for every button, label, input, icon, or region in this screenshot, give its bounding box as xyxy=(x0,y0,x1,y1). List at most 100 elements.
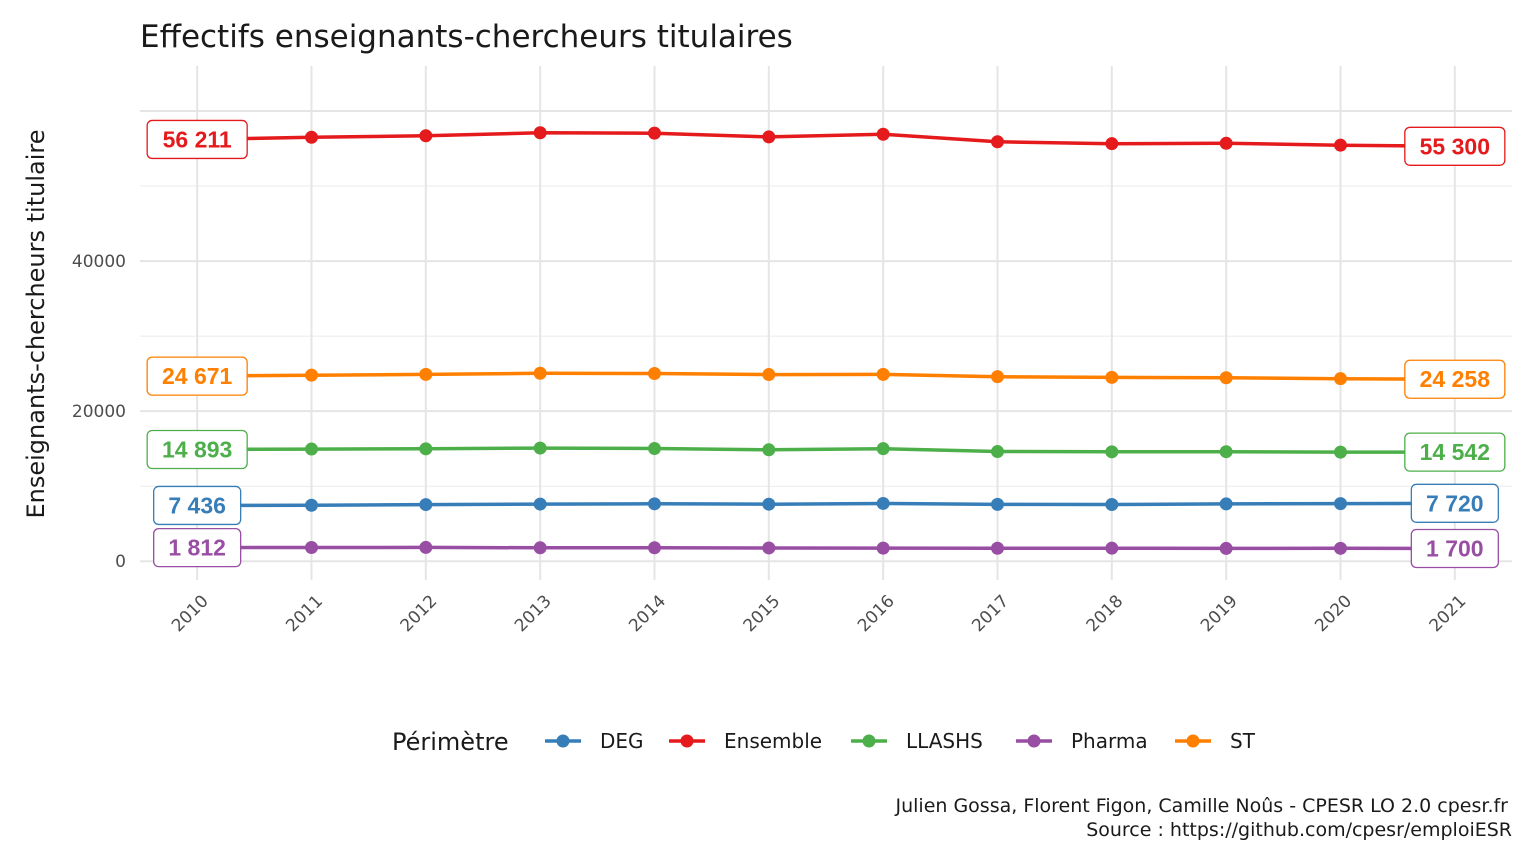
data-point-deg xyxy=(1105,498,1119,512)
data-point-llashs xyxy=(1334,445,1347,459)
caption-source: Source : https://github.com/cpesr/emploi… xyxy=(1086,819,1512,841)
data-point-llashs xyxy=(876,442,890,456)
start-label-pharma: 1 812 xyxy=(153,527,242,568)
data-point-pharma xyxy=(1334,541,1347,555)
label-text: 1 812 xyxy=(168,535,226,561)
data-point-st xyxy=(533,366,547,380)
x-tick-label: 2017 xyxy=(968,591,1013,636)
series-line-deg xyxy=(197,501,1455,508)
legend-item-st: ST xyxy=(1175,729,1256,753)
data-point-deg xyxy=(876,496,890,510)
end-label-pharma: 1 700 xyxy=(1410,528,1499,569)
x-tick-label: 2015 xyxy=(740,591,785,636)
data-point-ensemble xyxy=(419,129,433,143)
data-point-llashs xyxy=(1105,445,1119,459)
label-text: 14 893 xyxy=(162,436,232,462)
legend-marker xyxy=(1186,734,1200,748)
label-text: 1 700 xyxy=(1426,535,1484,561)
data-point-ensemble xyxy=(305,130,318,144)
series-line-llashs xyxy=(197,446,1455,454)
x-axis-ticks: 2010 2011 2012 2013 2014 2015 2016 2017 2018 2019… xyxy=(168,591,1470,636)
series-line-ensemble xyxy=(197,131,1455,149)
caption-credits: Julien Gossa, Florent Figon, Camille Noû… xyxy=(894,795,1508,817)
grid xyxy=(140,66,1512,580)
label-box xyxy=(1410,528,1499,569)
data-point-st xyxy=(305,368,318,382)
label-box xyxy=(1404,126,1506,166)
data-point-pharma xyxy=(876,541,890,555)
data-point-ensemble xyxy=(648,126,661,140)
data-point-llashs xyxy=(648,442,661,456)
legend-marker xyxy=(1027,734,1041,748)
label-box xyxy=(153,485,242,526)
data-point-pharma xyxy=(1219,541,1233,555)
label-text: 24 258 xyxy=(1420,366,1491,392)
y-tick-label: 20000 xyxy=(72,402,126,422)
x-tick-label: 2014 xyxy=(625,591,670,636)
label-text: 7 720 xyxy=(1426,490,1484,516)
start-label-deg: 7 436 xyxy=(153,485,242,526)
data-point-deg xyxy=(1219,497,1233,511)
data-point-st xyxy=(876,367,890,381)
end-label-st: 24 258 xyxy=(1404,359,1506,399)
data-point-llashs xyxy=(762,443,776,457)
data-point-llashs xyxy=(991,445,1004,459)
legend-item-llashs: LLASHS xyxy=(851,729,983,753)
data-point-pharma xyxy=(1105,541,1119,555)
y-axis-ticks: 0 20000 40000 xyxy=(72,252,126,572)
data-point-llashs xyxy=(533,441,547,455)
data-point-pharma xyxy=(533,541,547,555)
data-point-ensemble xyxy=(533,126,547,140)
data-point-pharma xyxy=(305,541,318,555)
x-tick-label: 2011 xyxy=(282,591,327,636)
label-text: 14 542 xyxy=(1420,439,1490,465)
data-point-st xyxy=(1105,370,1119,384)
end-label-ensemble: 55 300 xyxy=(1404,126,1506,166)
data-point-pharma xyxy=(419,540,433,554)
start-label-llashs: 14 893 xyxy=(146,429,248,470)
data-point-deg xyxy=(991,497,1004,511)
x-tick-label: 2012 xyxy=(397,591,442,636)
data-point-st xyxy=(991,370,1004,384)
legend-label: Pharma xyxy=(1071,729,1148,753)
series-lines xyxy=(197,126,1455,555)
x-tick-label: 2020 xyxy=(1311,591,1356,636)
label-text: 56 211 xyxy=(163,126,232,152)
label-box xyxy=(146,356,248,396)
data-point-deg xyxy=(533,497,547,511)
data-point-st xyxy=(1219,371,1233,385)
data-point-pharma xyxy=(762,541,776,555)
data-point-pharma xyxy=(991,541,1004,555)
legend-title: Périmètre xyxy=(392,728,509,756)
label-box xyxy=(146,119,248,160)
label-text: 55 300 xyxy=(1420,133,1490,159)
x-tick-label: 2019 xyxy=(1197,591,1242,636)
data-point-deg xyxy=(648,497,661,511)
data-point-llashs xyxy=(305,442,318,456)
legend-label: DEG xyxy=(600,729,644,753)
start-label-st: 24 671 xyxy=(146,356,248,396)
chart-title: Effectifs enseignants-chercheurs titulai… xyxy=(140,19,793,55)
y-axis-label: Enseignants-chercheurs titulaire xyxy=(22,130,50,519)
legend-item-deg: DEG xyxy=(545,729,644,753)
data-point-ensemble xyxy=(876,127,890,141)
label-text: 24 671 xyxy=(162,363,233,389)
x-tick-label: 2021 xyxy=(1426,591,1471,636)
data-point-llashs xyxy=(1219,445,1233,459)
data-point-st xyxy=(419,367,433,381)
y-tick-label: 0 xyxy=(115,552,126,572)
data-point-llashs xyxy=(419,442,433,456)
x-tick-label: 2013 xyxy=(511,591,556,636)
legend-marker xyxy=(680,734,694,748)
y-tick-label: 40000 xyxy=(72,252,126,272)
x-tick-label: 2016 xyxy=(854,591,899,636)
data-point-deg xyxy=(762,497,776,511)
data-point-ensemble xyxy=(1105,137,1119,151)
series-line-pharma xyxy=(197,545,1455,551)
data-point-ensemble xyxy=(1334,138,1347,152)
start-label-ensemble: 56 211 xyxy=(146,119,248,160)
data-point-ensemble xyxy=(1219,136,1233,150)
label-box xyxy=(146,429,248,470)
data-point-pharma xyxy=(648,541,661,555)
